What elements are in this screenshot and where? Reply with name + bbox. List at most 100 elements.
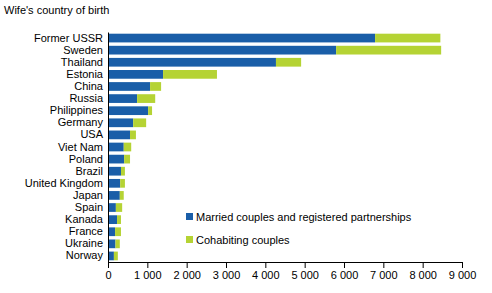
x-tick: 9 000 [449,262,477,281]
x-tick-mark [187,262,188,268]
y-tick: Ukraine [65,237,108,249]
bar [117,215,121,224]
x-tick-label: 0 [105,269,111,281]
bar [108,46,336,55]
legend-label: Married couples and registered partnersh… [196,211,412,223]
y-axis: Former USSRSwedenThailandEstoniaChinaRus… [25,32,109,263]
bar [336,46,441,55]
y-tick: Former USSR [34,32,108,44]
bars [108,34,441,261]
y-tick-label: Estonia [66,68,104,80]
bar [124,155,130,164]
y-tick: China [74,80,108,92]
bar [150,82,161,91]
legend: Married couples and registered partnersh… [186,211,412,246]
y-tick: Sweden [63,44,108,56]
x-tick-label: 2 000 [173,269,201,281]
bar [108,94,137,103]
series [108,34,375,261]
bar [108,58,276,67]
series [114,34,441,261]
y-axis-line [108,33,109,263]
bar [108,239,115,248]
bar [115,227,121,236]
y-tick-label: Kanada [65,213,104,225]
y-tick-label: China [74,80,104,92]
y-tick: Japan [73,189,108,201]
x-tick: 5 000 [291,262,319,281]
y-tick-label: USA [80,128,103,140]
y-tick-label: Ukraine [65,237,103,249]
y-tick: Estonia [66,68,108,80]
x-tick: 7 000 [370,262,398,281]
bar [108,131,130,140]
y-tick: Spain [75,201,108,213]
y-tick-label: Germany [58,116,104,128]
x-tick-mark [305,262,306,268]
bar [108,106,148,115]
y-tick-label: France [69,225,103,237]
bar [108,34,375,43]
x-tick-label: 4 000 [252,269,280,281]
bar [108,203,116,212]
x-tick-mark [344,262,345,268]
bar [108,191,120,200]
y-tick: France [69,225,108,237]
bar [133,118,146,127]
bar [137,94,155,103]
x-tick-label: 9 000 [449,269,477,281]
y-tick: Viet Nam [58,141,108,153]
bar [130,131,136,140]
y-tick: United Kingdom [25,177,108,189]
bar [108,155,124,164]
y-tick: Norway [66,249,108,261]
y-tick-label: Brazil [75,165,103,177]
legend-swatch [186,213,193,220]
x-tick-mark [226,262,227,268]
y-axis-title: Wife's country of birth [4,4,109,16]
bar [115,239,119,248]
y-tick-label: Japan [73,189,103,201]
x-tick-label: 7 000 [370,269,398,281]
bar [276,58,301,67]
bar [108,179,120,188]
x-tick: 6 000 [331,262,359,281]
bar [375,34,440,43]
bar [108,82,150,91]
bar [120,191,124,200]
y-tick: Philippines [50,104,108,116]
y-tick-label: Spain [75,201,103,213]
x-tick-label: 1 000 [134,269,162,281]
x-tick-mark [108,262,109,268]
x-axis: 0 1 000 2 000 3 000 4 000 5 000 6 000 7 000 8 00… [105,262,476,281]
bar [124,143,131,152]
legend-swatch [186,236,193,243]
x-tick-label: 8 000 [409,269,437,281]
y-tick: Thailand [61,56,108,68]
legend-label: Cohabiting couples [196,234,290,246]
bar [108,227,115,236]
y-tick-label: Norway [66,249,104,261]
bar [108,70,163,79]
x-tick: 2 000 [173,262,201,281]
y-tick: USA [80,128,108,140]
y-tick-label: Former USSR [34,32,103,44]
bar [114,252,118,261]
y-tick-label: Thailand [61,56,103,68]
bar [108,118,133,127]
bar [116,203,122,212]
x-tick: 3 000 [213,262,241,281]
bar [108,215,117,224]
y-tick: Poland [69,153,108,165]
x-tick: 8 000 [409,262,437,281]
bar [163,70,217,79]
y-tick: Germany [58,116,108,128]
x-tick-mark [462,262,463,268]
y-tick-label: Viet Nam [58,141,103,153]
x-tick-label: 6 000 [331,269,359,281]
bar [108,143,124,152]
x-tick-mark [265,262,266,268]
x-axis-line [109,262,463,263]
bar [121,167,125,176]
plot: 0 1 000 2 000 3 000 4 000 5 000 6 000 7 000 8 00… [25,32,477,281]
